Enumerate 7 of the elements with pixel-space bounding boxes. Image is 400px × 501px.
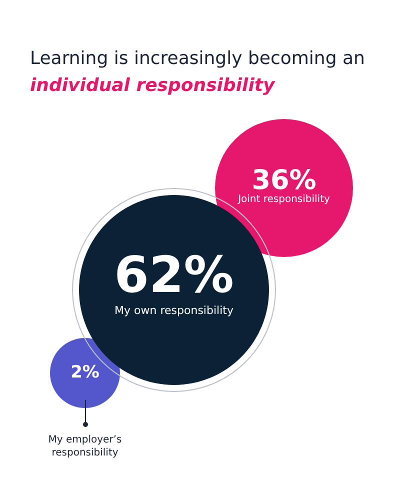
category-label: My employer’s responsibility (48, 434, 122, 459)
category-label: Joint responsibility (237, 194, 330, 205)
text: Learning is increasingly becoming an (30, 48, 365, 69)
category-label: My own responsibility (114, 304, 234, 317)
text: individual responsibility (30, 75, 276, 96)
data-label: 2% (70, 362, 100, 382)
data-label: 62% (114, 246, 234, 304)
